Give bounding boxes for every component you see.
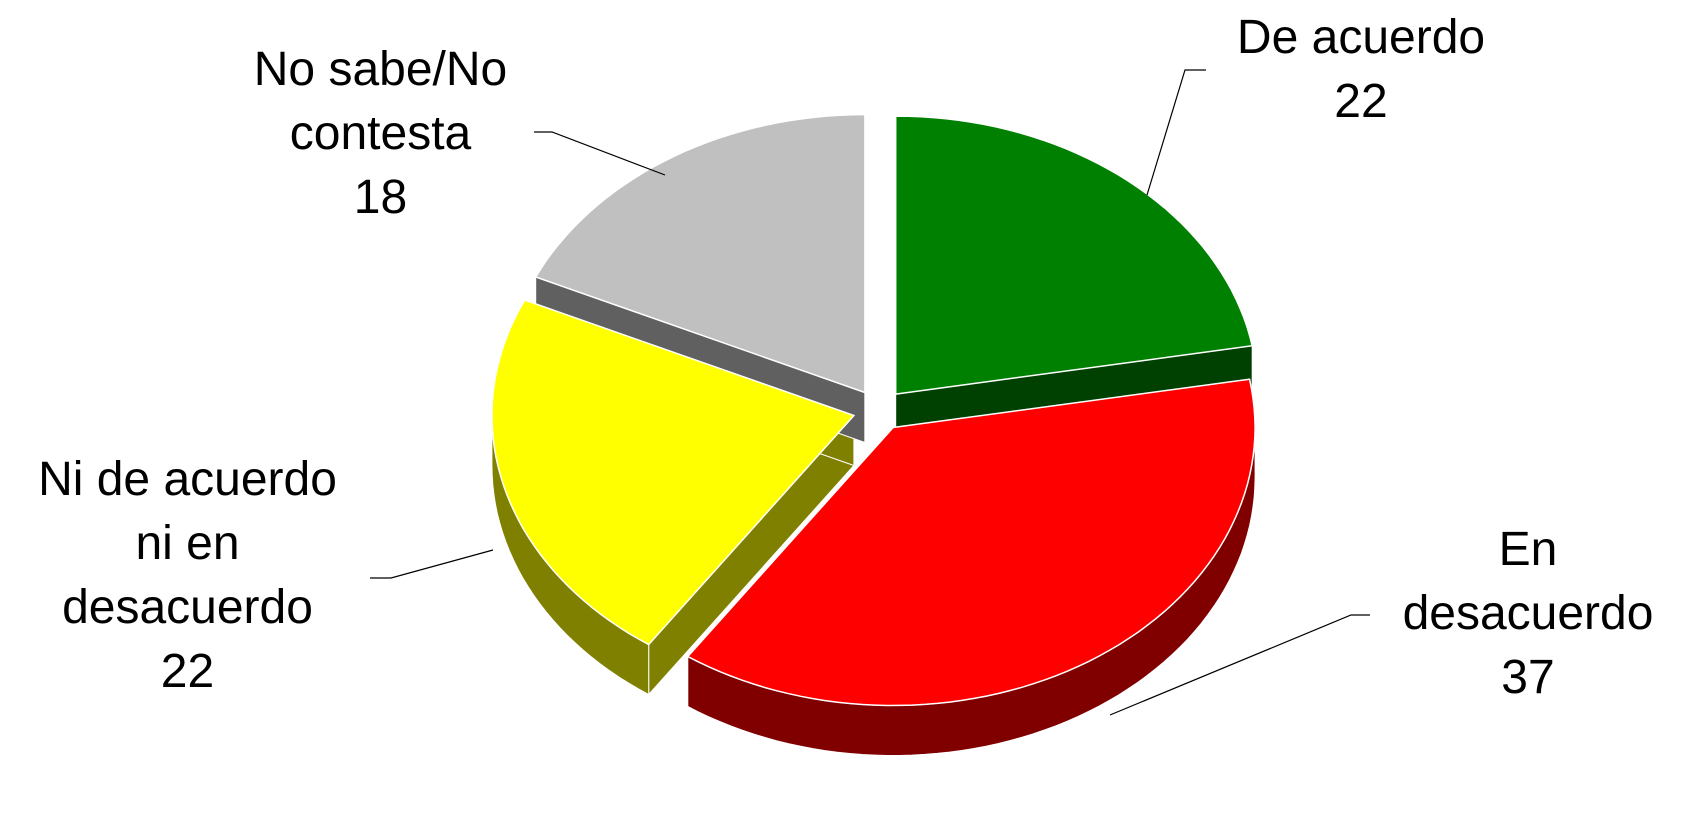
leader-line (370, 549, 494, 579)
slice-label: De acuerdo 22 (1161, 6, 1561, 134)
value-label: 22 (1334, 75, 1388, 128)
category-label: Ni de acuerdo ni en desacuerdo (38, 453, 337, 634)
category-label: En desacuerdo (1402, 523, 1654, 640)
value-label: 37 (1501, 651, 1555, 704)
value-label: 18 (353, 171, 408, 224)
pie-slice (894, 115, 1254, 395)
pie-slice (491, 299, 856, 646)
pie-tops (491, 113, 1256, 707)
slice-label: Ni de acuerdo ni en desacuerdo 22 (15, 448, 360, 704)
category-label: No sabe/No contesta (253, 43, 508, 160)
pie-slice (686, 378, 1256, 707)
pie-slice (534, 113, 866, 394)
category-label: De acuerdo (1236, 11, 1486, 64)
leader-line (1146, 69, 1206, 196)
leader-line (1109, 614, 1370, 716)
slice-label: No sabe/No contesta 18 (228, 38, 533, 230)
slice-label: En desacuerdo 37 (1383, 518, 1673, 710)
leader-line (534, 131, 666, 176)
value-label: 22 (160, 645, 215, 698)
